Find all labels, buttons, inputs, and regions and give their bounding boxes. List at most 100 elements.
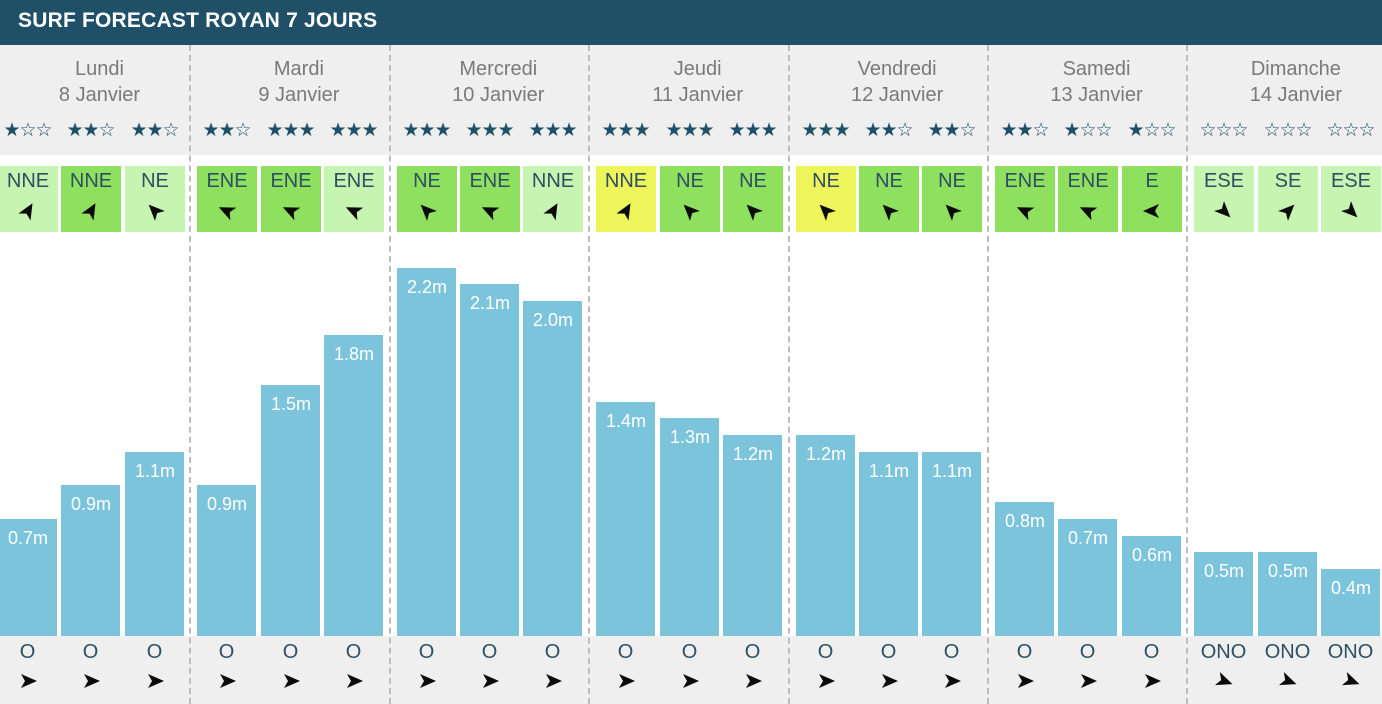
rating-stars: ★★★ <box>329 119 378 141</box>
swell-arrow-icon <box>1077 670 1099 692</box>
wind-arrow-icon <box>742 200 764 222</box>
wind-arrow-glyph <box>819 204 836 221</box>
wave-height-label: 1.2m <box>805 444 847 464</box>
day-date: 14 Janvier <box>1249 84 1343 106</box>
wave-height-bar <box>197 485 256 636</box>
wind-arrow-icon <box>80 200 102 222</box>
day-header: Vendredi 12 Janvier <box>798 56 997 108</box>
swell-direction-label: O <box>1143 641 1160 663</box>
rating-stars: ★★★ <box>665 119 714 141</box>
swell-direction-label: O <box>544 641 561 663</box>
day-separator <box>588 45 591 704</box>
wind-arrow-icon <box>1014 200 1036 222</box>
wind-arrow-icon <box>1340 200 1362 222</box>
wave-height-label: 0.8m <box>1004 511 1046 531</box>
day-header: Lundi 8 Janvier <box>0 56 199 108</box>
wave-height-bar <box>523 301 582 636</box>
swell-arrow-glyph <box>346 674 363 688</box>
wind-arrow-icon <box>941 200 963 222</box>
wind-arrow-glyph <box>945 204 962 221</box>
day-header: Samedi 13 Janvier <box>997 56 1196 108</box>
day-name: Samedi <box>1062 58 1131 80</box>
swell-arrow-icon <box>1141 670 1163 692</box>
swell-arrow-icon <box>815 670 837 692</box>
swell-direction-label: ONO <box>1327 641 1374 663</box>
swell-arrow-glyph <box>682 674 699 688</box>
day-header-band <box>0 45 1382 155</box>
rating-stars: ★★☆ <box>66 119 115 141</box>
swell-arrow-glyph <box>1017 674 1034 688</box>
wind-direction-label: NE <box>938 170 966 192</box>
swell-arrow-icon <box>878 670 900 692</box>
wave-height-label: 0.5m <box>1203 561 1245 582</box>
swell-arrow-glyph <box>482 674 499 688</box>
swell-arrow-icon <box>615 670 637 692</box>
swell-arrow-glyph <box>219 674 236 688</box>
wind-arrow-glyph <box>683 204 700 221</box>
rating-stars: ★☆☆ <box>1063 119 1112 141</box>
wind-direction-label: NE <box>875 170 903 192</box>
wind-direction-label: ESE <box>1203 170 1245 192</box>
swell-direction-label: O <box>681 641 698 663</box>
swell-arrow-glyph <box>881 674 898 688</box>
wind-direction-label: NNE <box>6 170 50 192</box>
rating-stars: ☆☆☆ <box>1199 119 1248 141</box>
wave-height-label: 1.8m <box>333 343 375 364</box>
wind-arrow-icon <box>1141 200 1163 222</box>
day-header: Dimanche 14 Janvier <box>1196 56 1382 108</box>
wind-box: ENE <box>460 166 520 232</box>
wave-height-bar <box>61 485 120 636</box>
wind-direction-label: ENE <box>270 170 312 192</box>
wind-direction-label: E <box>1145 170 1159 192</box>
swell-arrow-icon <box>679 670 701 692</box>
swell-arrow-glyph <box>545 674 562 688</box>
wave-height-label: 0.9m <box>70 494 112 515</box>
swell-arrow-icon <box>1014 670 1036 692</box>
wind-box: ENE <box>261 166 321 232</box>
wind-direction-label: NNE <box>604 170 648 192</box>
rating-stars: ★★☆ <box>1000 119 1049 141</box>
wind-arrow-glyph <box>218 207 237 221</box>
wave-height-label: 1.1m <box>931 460 973 481</box>
rating-stars: ☆☆☆ <box>1326 119 1375 141</box>
day-name: Mercredi <box>459 58 538 80</box>
wave-height-label: 2.0m <box>532 310 574 330</box>
wind-box: NNE <box>596 166 656 232</box>
wave-height-label: 0.9m <box>206 494 248 515</box>
swell-direction-label: O <box>744 641 761 663</box>
wave-height-label: 1.2m <box>732 444 774 464</box>
swell-arrow-glyph <box>944 674 961 688</box>
wave-height-label: 0.7m <box>7 527 49 548</box>
day-header: Mardi 9 Janvier <box>199 56 398 108</box>
swell-direction-label: O <box>943 641 960 663</box>
wind-direction-label: ENE <box>206 170 248 192</box>
wind-arrow-glyph <box>481 207 500 221</box>
wave-height-bar <box>995 502 1054 636</box>
swell-direction-label: O <box>817 641 834 663</box>
wave-height-bar <box>261 384 320 636</box>
wind-box: ENE <box>324 166 384 232</box>
swell-arrow-icon <box>1277 670 1299 692</box>
wave-height-bar <box>596 401 655 636</box>
wind-arrow-glyph <box>1016 207 1035 221</box>
wave-height-bar <box>660 418 719 636</box>
rating-stars: ★★☆ <box>864 119 913 141</box>
day-header: Mercredi 10 Janvier <box>399 56 598 108</box>
day-separator <box>189 45 192 704</box>
wind-box: ENE <box>1058 166 1118 232</box>
wave-height-label: 0.6m <box>1131 544 1173 565</box>
swell-arrow-glyph <box>1214 672 1232 686</box>
wind-arrow-icon <box>878 200 900 222</box>
wind-arrow-icon <box>17 200 39 222</box>
wind-direction-label: ENE <box>1067 170 1109 192</box>
wave-height-bar <box>723 435 782 636</box>
wind-arrow-glyph <box>543 203 558 221</box>
wind-box: ESE <box>1194 166 1254 232</box>
wind-arrow-icon <box>416 200 438 222</box>
wind-arrow-icon <box>815 200 837 222</box>
wave-height-bar <box>397 267 456 636</box>
swell-arrow-icon <box>343 670 365 692</box>
wind-box: NE <box>397 166 457 232</box>
wind-arrow-glyph <box>882 204 899 221</box>
wind-arrow-glyph <box>81 203 96 221</box>
